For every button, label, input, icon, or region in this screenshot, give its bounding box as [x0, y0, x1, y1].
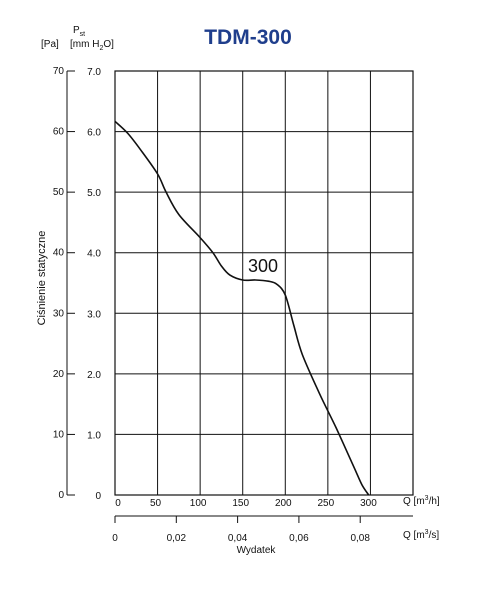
series-line-0	[114, 120, 370, 496]
x-tick-label-m3s: 0,04	[228, 533, 248, 544]
x-tick-label-m3h: 300	[360, 498, 377, 509]
y-tick-label-mm: 5.0	[87, 188, 101, 199]
y-tick-label-mm: 6.0	[87, 128, 101, 139]
y-tick-label-mm: 1.0	[87, 430, 101, 441]
x-tick-label-m3h: 200	[275, 498, 292, 509]
y-tick-label-pa: 60	[53, 127, 65, 138]
tick-labels: 0 10 20 30 40 50 60 70 0 1.0 2.0 3.0 4.0 5.0 6.0 7.0 0 50…	[53, 66, 377, 544]
y-tick-label-pa: 40	[53, 248, 65, 259]
y-unit-mmh2o: [mm H2O]	[70, 39, 114, 52]
y-tick-label-pa: 10	[53, 429, 65, 440]
plot-frame	[114, 70, 414, 496]
y-unit-symbol: Pst	[73, 25, 85, 38]
x-unit-m3s: Q [m3/s]	[403, 529, 439, 541]
x-axis-label: Wydatek	[237, 545, 277, 556]
y-tick-label-mm: 0	[95, 491, 101, 502]
x-tick-label-m3s: 0,08	[350, 533, 370, 544]
x-tick-label-m3h: 0	[115, 498, 121, 509]
series-label: 300	[248, 256, 278, 276]
x-tick-label-m3h: 50	[150, 498, 162, 509]
x-tick-label-m3s: 0,06	[289, 533, 309, 544]
x-tick-label-m3h: 150	[232, 498, 249, 509]
y-unit-pa: [Pa]	[41, 39, 59, 50]
x-tick-label-m3h: 250	[318, 498, 335, 509]
y-tick-label-pa: 20	[53, 369, 65, 380]
x-tick-label-m3h: 100	[190, 498, 207, 509]
y-tick-label-mm: 2.0	[87, 370, 101, 381]
chart-title: TDM-300	[204, 26, 292, 49]
y-tick-label-mm: 3.0	[87, 309, 101, 320]
x-unit-m3h: Q [m3/h]	[403, 495, 440, 507]
y-tick-label-mm: 4.0	[87, 249, 101, 260]
y-tick-label-pa: 70	[53, 66, 65, 77]
grid	[66, 70, 414, 523]
series-layer	[114, 120, 370, 496]
x-tick-label-m3s: 0	[112, 533, 118, 544]
x-tick-label-m3s: 0,02	[167, 533, 187, 544]
y-tick-label-pa: 50	[53, 187, 65, 198]
y-tick-label-pa: 0	[58, 490, 64, 501]
y-axis-label: Ciśnienie statyczne	[36, 231, 48, 326]
y-tick-label-pa: 30	[53, 308, 65, 319]
y-tick-label-mm: 7.0	[87, 67, 101, 78]
